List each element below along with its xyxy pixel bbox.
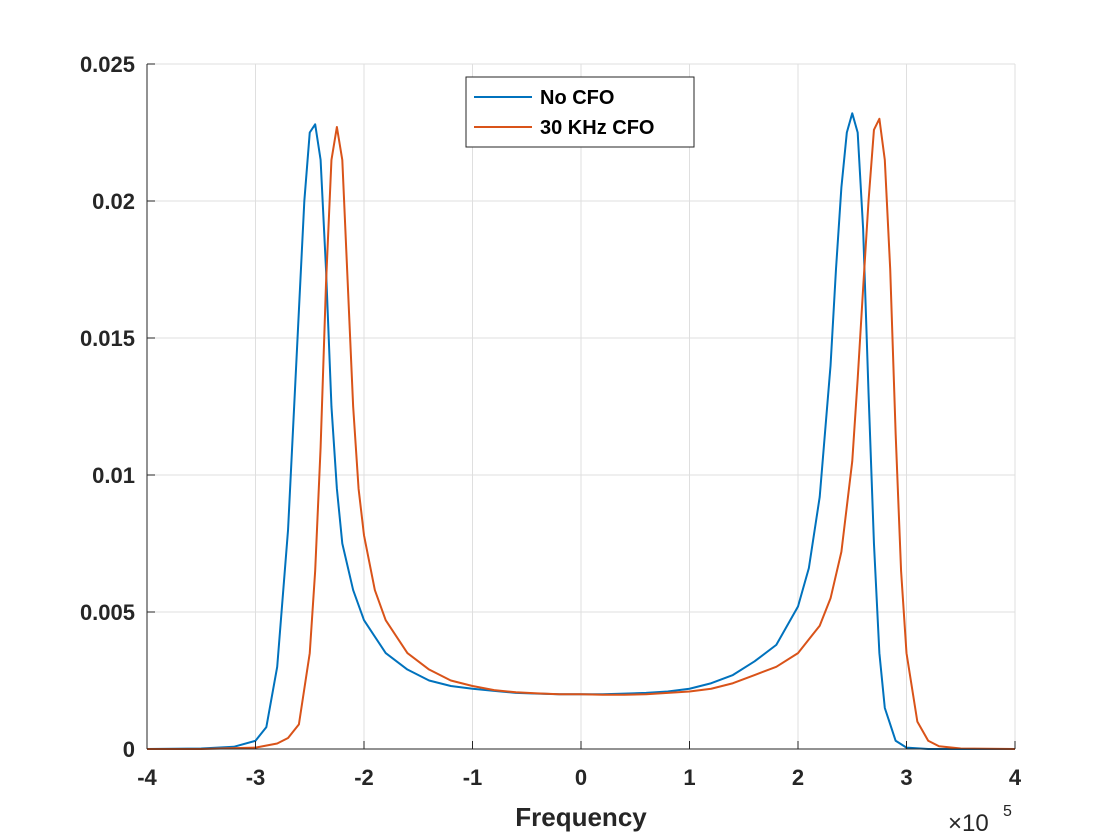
legend-entry-30-khz-cfo: 30 KHz CFO [474, 117, 654, 139]
x-tick-labels: -4 -3 -2 -1 0 1 2 3 4 [137, 765, 1022, 790]
legend-label-30-khz-cfo: 30 KHz CFO [540, 117, 654, 139]
x-tick-label: 2 [792, 765, 804, 790]
legend-label-no-cfo: No CFO [540, 87, 614, 109]
svg-text:×10: ×10 [948, 810, 989, 837]
legend: No CFO 30 KHz CFO [465, 76, 695, 148]
y-tick-labels: 0 0.005 0.01 0.015 0.02 0.025 [80, 52, 135, 762]
x-tick-label: -2 [354, 765, 374, 790]
x-exponent-label: ×10 5 [948, 803, 1012, 837]
x-tick-label: 1 [683, 765, 695, 790]
y-tick-label: 0 [123, 737, 135, 762]
legend-entry-no-cfo: No CFO [474, 87, 614, 109]
x-tick-label: 4 [1009, 765, 1022, 790]
grid [146, 63, 1016, 750]
series-lines [146, 112, 1016, 750]
legend-box [465, 76, 695, 148]
series-line-30-khz-cfo [147, 117, 1016, 750]
x-tick-label: -3 [246, 765, 266, 790]
y-tick-label: 0.025 [80, 52, 135, 77]
x-tick-label: 3 [900, 765, 912, 790]
x-tick-label: -4 [137, 765, 157, 790]
x-tick-label: 0 [575, 765, 587, 790]
axes [146, 63, 1016, 750]
y-tick-label: 0.01 [92, 463, 135, 488]
y-tick-label: 0.015 [80, 326, 135, 351]
x-tick-label: -1 [463, 765, 483, 790]
x-axis-title: Frequency [515, 802, 647, 832]
y-tick-label: 0.005 [80, 600, 135, 625]
svg-text:5: 5 [1003, 803, 1012, 820]
y-tick-label: 0.02 [92, 189, 135, 214]
